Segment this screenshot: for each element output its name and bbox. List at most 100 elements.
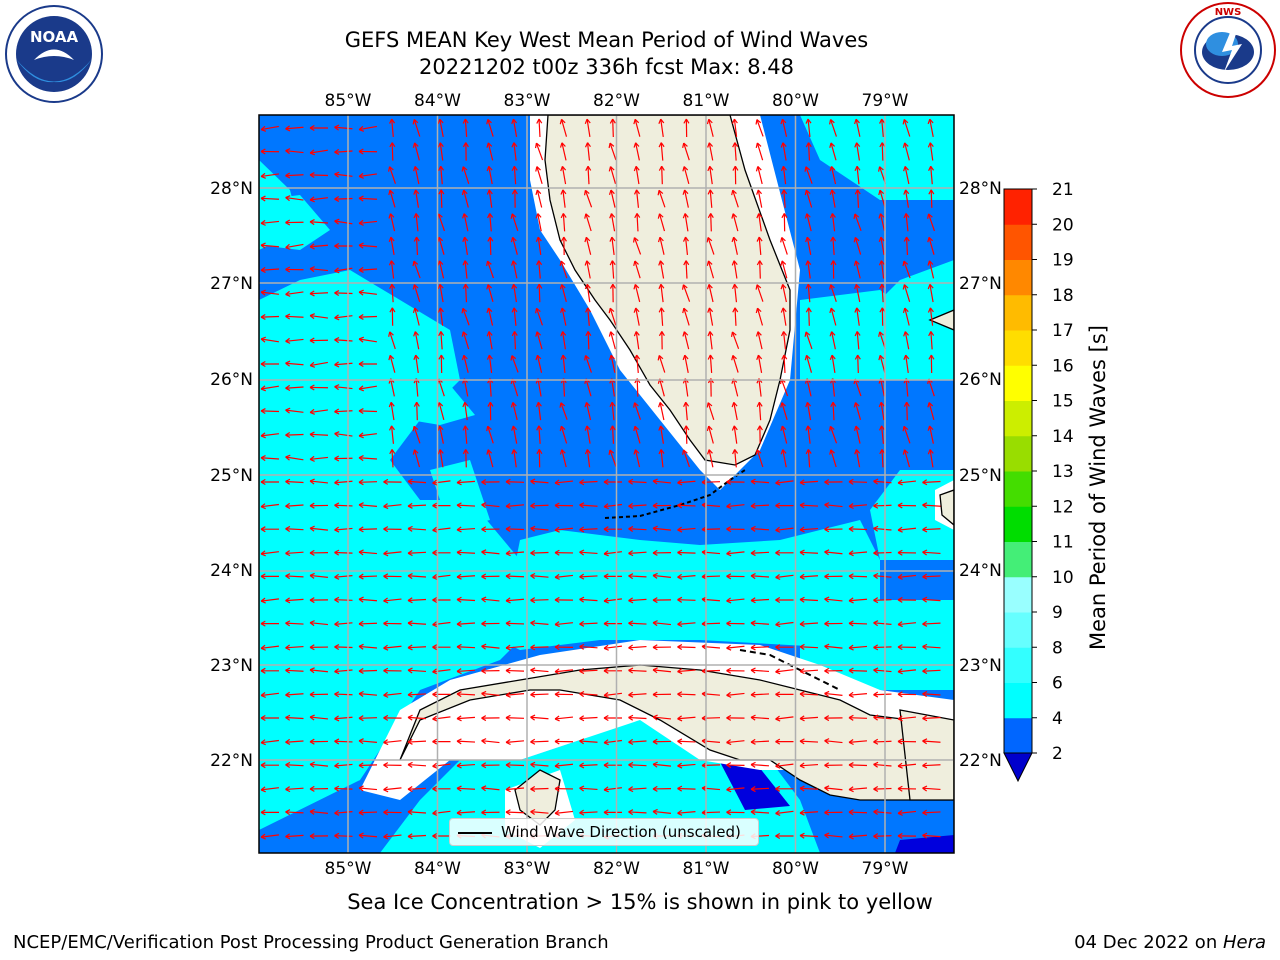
wave-arrow bbox=[530, 480, 549, 484]
wave-arrow bbox=[701, 528, 721, 531]
wave-arrow bbox=[261, 338, 279, 343]
wave-arrow bbox=[334, 339, 353, 342]
colorbar-segment bbox=[1004, 541, 1032, 578]
wave-arrow-head bbox=[407, 525, 413, 530]
wave-arrow-head bbox=[652, 646, 658, 651]
wave-arrow-head bbox=[309, 243, 315, 248]
wave-arrow-head bbox=[530, 714, 536, 718]
lat-label-left: 23°N bbox=[210, 656, 253, 676]
wave-arrow-head bbox=[799, 504, 805, 509]
wave-arrow-head bbox=[505, 786, 511, 791]
footer-producer: NCEP/EMC/Verification Post Processing Pr… bbox=[13, 932, 609, 953]
wave-arrow-head bbox=[334, 458, 340, 462]
wave-arrow-head bbox=[628, 647, 634, 651]
wave-arrow bbox=[285, 315, 304, 318]
wave-arrow-head bbox=[609, 425, 614, 431]
wave-arrow-head bbox=[873, 646, 879, 651]
wave-arrow bbox=[334, 551, 353, 554]
wave-arrow-head bbox=[903, 331, 906, 337]
wave-arrow-head bbox=[407, 620, 413, 624]
wave-arrow bbox=[709, 331, 713, 350]
wave-arrow-head bbox=[853, 402, 857, 408]
wave-arrow bbox=[481, 551, 500, 555]
wave-arrow-head bbox=[603, 717, 609, 722]
wave-arrow-head bbox=[407, 505, 413, 509]
wave-arrow bbox=[415, 378, 419, 397]
wave-arrow bbox=[407, 622, 427, 625]
wave-arrow-head bbox=[530, 667, 536, 671]
wave-arrow-head bbox=[285, 809, 291, 813]
wave-arrow-head bbox=[358, 809, 364, 814]
wave-arrow-head bbox=[855, 402, 860, 407]
wave-arrow bbox=[358, 291, 378, 295]
wave-arrow-head bbox=[554, 762, 560, 767]
wave-arrow-head bbox=[285, 481, 291, 485]
wave-arrow bbox=[505, 551, 525, 555]
wave-arrow-head bbox=[677, 504, 683, 509]
wave-arrow bbox=[537, 378, 542, 397]
wave-arrow-head bbox=[537, 213, 542, 218]
wave-arrow-head bbox=[554, 668, 560, 673]
wave-arrow-head bbox=[383, 600, 389, 604]
wave-arrow bbox=[456, 716, 476, 720]
wave-arrow bbox=[579, 645, 598, 649]
wave-arrow-head bbox=[285, 243, 290, 249]
wave-arrow-head bbox=[677, 551, 683, 556]
wave-arrow-head bbox=[456, 576, 462, 580]
wave-arrow bbox=[414, 331, 420, 350]
wave-arrow-head bbox=[559, 260, 562, 267]
wave-arrow bbox=[586, 425, 591, 444]
wave-arrow bbox=[897, 763, 917, 767]
wave-arrow bbox=[757, 189, 763, 208]
lon-label-bottom: 80°W bbox=[772, 859, 819, 879]
wave-arrow-head bbox=[456, 668, 462, 672]
wave-arrow-head bbox=[677, 599, 683, 603]
wave-arrow bbox=[505, 598, 525, 602]
wave-arrow bbox=[260, 598, 280, 602]
wave-arrow-head bbox=[309, 785, 315, 790]
wave-arrow-head bbox=[511, 142, 515, 148]
wave-arrow-head bbox=[383, 789, 389, 793]
wave-arrow-head bbox=[854, 119, 857, 125]
wave-arrow-head bbox=[562, 331, 567, 336]
wave-arrow-head bbox=[413, 354, 417, 360]
wave-arrow-head bbox=[636, 354, 641, 360]
wave-arrow-head bbox=[905, 189, 910, 195]
wave-arrow-head bbox=[358, 269, 364, 273]
wave-arrow bbox=[708, 307, 714, 326]
wave-arrow-head bbox=[538, 449, 543, 454]
wave-arrow-head bbox=[285, 454, 291, 458]
wave-arrow-head bbox=[358, 643, 364, 647]
wave-arrow-head bbox=[309, 480, 315, 485]
wave-arrow-head bbox=[358, 832, 364, 836]
wave-arrow bbox=[407, 551, 427, 554]
wave-arrow-head bbox=[334, 337, 340, 341]
wave-arrow bbox=[554, 669, 574, 673]
wave-arrow-head bbox=[805, 402, 809, 408]
wave-arrow-head bbox=[260, 289, 266, 293]
wave-arrow-head bbox=[554, 785, 560, 790]
wave-arrow-head bbox=[579, 573, 585, 578]
wave-arrow bbox=[358, 622, 378, 625]
wave-arrow-head bbox=[536, 189, 542, 195]
wave-arrow bbox=[873, 599, 892, 601]
wave-arrow bbox=[334, 173, 353, 177]
wave-arrow-head bbox=[383, 714, 389, 719]
wave-arrow-head bbox=[707, 213, 712, 219]
wave-arrow-head bbox=[530, 575, 535, 579]
wave-arrow-head bbox=[585, 236, 591, 242]
wave-arrow-head bbox=[260, 455, 266, 459]
wave-arrow-head bbox=[927, 402, 930, 408]
wave-arrow bbox=[440, 166, 443, 185]
wave-arrow-head bbox=[358, 693, 364, 697]
wave-arrow-head bbox=[260, 338, 266, 343]
wave-arrow-head bbox=[438, 402, 444, 407]
wave-arrow bbox=[799, 763, 819, 767]
wave-arrow-head bbox=[902, 426, 905, 432]
wave-arrow bbox=[488, 166, 493, 185]
wave-arrow-head bbox=[628, 761, 634, 766]
wave-arrow-head bbox=[905, 213, 910, 218]
wave-arrow-head bbox=[415, 354, 420, 360]
wave-arrow-head bbox=[505, 644, 511, 649]
wave-arrow-head bbox=[684, 213, 689, 218]
